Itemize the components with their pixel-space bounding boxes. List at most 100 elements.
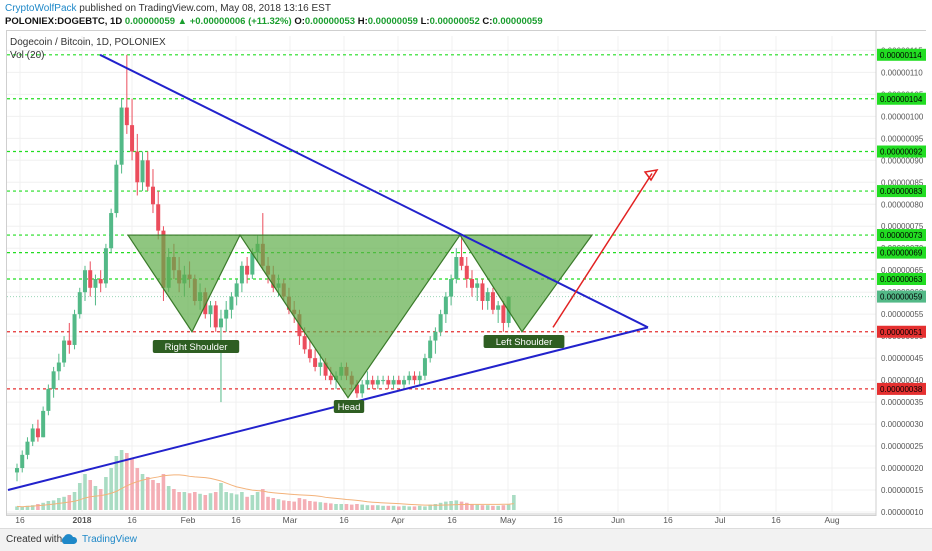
volume-bar bbox=[501, 505, 506, 510]
pattern-label-text: Left Shoulder bbox=[496, 337, 553, 348]
volume-bar bbox=[130, 459, 134, 510]
candle-body bbox=[370, 380, 375, 385]
volume-bar bbox=[412, 506, 417, 510]
candle-body bbox=[124, 107, 129, 126]
volume-bar bbox=[198, 493, 202, 510]
volume-bar bbox=[255, 492, 260, 510]
candle-body bbox=[449, 279, 454, 297]
candle-body bbox=[412, 375, 417, 381]
candle-body bbox=[239, 265, 244, 284]
tradingview-link[interactable]: TradingView bbox=[82, 534, 138, 545]
change-arrow-icon: ▲ bbox=[177, 16, 188, 27]
candle-body bbox=[245, 265, 250, 275]
close-value: 0.00000059 bbox=[492, 16, 543, 27]
price-tick-label: 0.00000020 bbox=[881, 464, 924, 473]
price-level-tag-text: 0.00000059 bbox=[880, 293, 923, 302]
price-chart[interactable]: Right Shoulder Head Left Shoulder 0.000001… bbox=[0, 0, 932, 528]
price-level-tag bbox=[877, 145, 926, 158]
price-level-tag-text: 0.00000104 bbox=[880, 95, 923, 104]
volume-bar bbox=[62, 496, 66, 510]
ascending-trendline bbox=[7, 326, 649, 491]
volume-bar bbox=[41, 502, 45, 510]
time-tick-label: 16 bbox=[663, 515, 673, 525]
pattern-label-bg bbox=[483, 335, 565, 348]
volume-bar bbox=[386, 505, 391, 510]
price-tick-label: 0.00000090 bbox=[881, 156, 924, 165]
price-tick-label: 0.00000015 bbox=[881, 486, 924, 495]
volume-bar bbox=[308, 501, 312, 510]
volume-bar bbox=[187, 493, 192, 510]
quote-line: POLONIEX:DOGEBTC, 1D 0.00000059 ▲ +0.000… bbox=[5, 16, 543, 27]
volume-bar bbox=[339, 504, 344, 510]
volume-bar bbox=[182, 492, 187, 510]
volume-bar bbox=[449, 501, 453, 510]
candle-body bbox=[438, 314, 443, 332]
candle-body bbox=[391, 380, 396, 385]
price-level-tag-text: 0.00000038 bbox=[880, 385, 923, 394]
price-level-tag-text: 0.00000069 bbox=[880, 249, 923, 258]
pattern-labels: Right Shoulder Head Left Shoulder bbox=[152, 335, 565, 413]
volume-indicator-label[interactable]: Vol (20) bbox=[10, 50, 45, 61]
candle-body bbox=[417, 375, 422, 381]
time-tick-label: Feb bbox=[181, 515, 196, 525]
horizontal-levels bbox=[7, 54, 876, 390]
candle-body bbox=[480, 283, 485, 301]
publish-line: CryptoWolfPack published on TradingView.… bbox=[5, 3, 331, 14]
volume-bar bbox=[349, 504, 354, 510]
author-link[interactable]: CryptoWolfPack bbox=[5, 3, 77, 14]
volume-bar bbox=[193, 492, 197, 510]
volume-bar bbox=[381, 505, 385, 510]
candle-body bbox=[470, 279, 475, 288]
price-tick-label: 0.00000080 bbox=[881, 200, 924, 209]
volume-bar bbox=[219, 483, 223, 510]
candle-body bbox=[109, 213, 114, 249]
volume-bar bbox=[125, 453, 129, 510]
candle-body bbox=[234, 283, 239, 297]
candle-body bbox=[386, 380, 391, 385]
volume-bar bbox=[512, 495, 516, 510]
price-level-tag-text: 0.00000114 bbox=[880, 51, 922, 60]
volume-bar bbox=[30, 505, 35, 510]
candle-body bbox=[88, 270, 93, 288]
candle-body bbox=[459, 257, 464, 266]
time-tick-label: 16 bbox=[447, 515, 457, 525]
volume-bar bbox=[57, 498, 61, 510]
volume-bar bbox=[166, 486, 171, 510]
volume-bar bbox=[281, 500, 286, 510]
time-tick-label: Jun bbox=[611, 515, 625, 525]
candle-body bbox=[402, 380, 407, 385]
price-level-tag bbox=[877, 48, 926, 61]
volume-bar bbox=[376, 505, 380, 510]
candle-body bbox=[67, 340, 72, 345]
time-tick-label: 16 bbox=[231, 515, 241, 525]
volume-bar bbox=[15, 506, 19, 510]
volume-bar bbox=[485, 505, 490, 510]
volume-bar bbox=[104, 477, 108, 510]
time-tick-label: 16 bbox=[771, 515, 781, 525]
volume-bar bbox=[407, 506, 412, 510]
volume-bar bbox=[266, 496, 270, 510]
candle-body bbox=[433, 331, 438, 341]
price-axis: 0.000001150.000001100.000001050.00000100… bbox=[875, 31, 926, 517]
volume-bar bbox=[229, 493, 234, 510]
volume-bar bbox=[213, 492, 218, 510]
volume-bar bbox=[470, 504, 474, 510]
price-level-tag bbox=[877, 246, 926, 259]
price-level-tag bbox=[877, 325, 926, 338]
candle-body bbox=[218, 318, 223, 328]
volume-bar bbox=[433, 504, 438, 510]
published-text: published on TradingView.com, May 08, 20… bbox=[76, 3, 331, 14]
price-level-tag bbox=[877, 382, 926, 395]
created-with-text: Created with bbox=[6, 534, 63, 545]
candle-body bbox=[213, 305, 218, 328]
tradingview-cloud-icon bbox=[61, 534, 78, 544]
candle-body bbox=[82, 270, 87, 293]
open-label: O: bbox=[294, 16, 305, 27]
volume-bar bbox=[161, 474, 166, 510]
candle-body bbox=[360, 384, 365, 394]
volume-bar bbox=[135, 468, 140, 510]
volume-bar bbox=[46, 501, 51, 510]
volume-bar bbox=[365, 505, 370, 510]
price-level-tag-text: 0.00000063 bbox=[880, 275, 923, 284]
time-tick-label: Apr bbox=[391, 515, 404, 525]
